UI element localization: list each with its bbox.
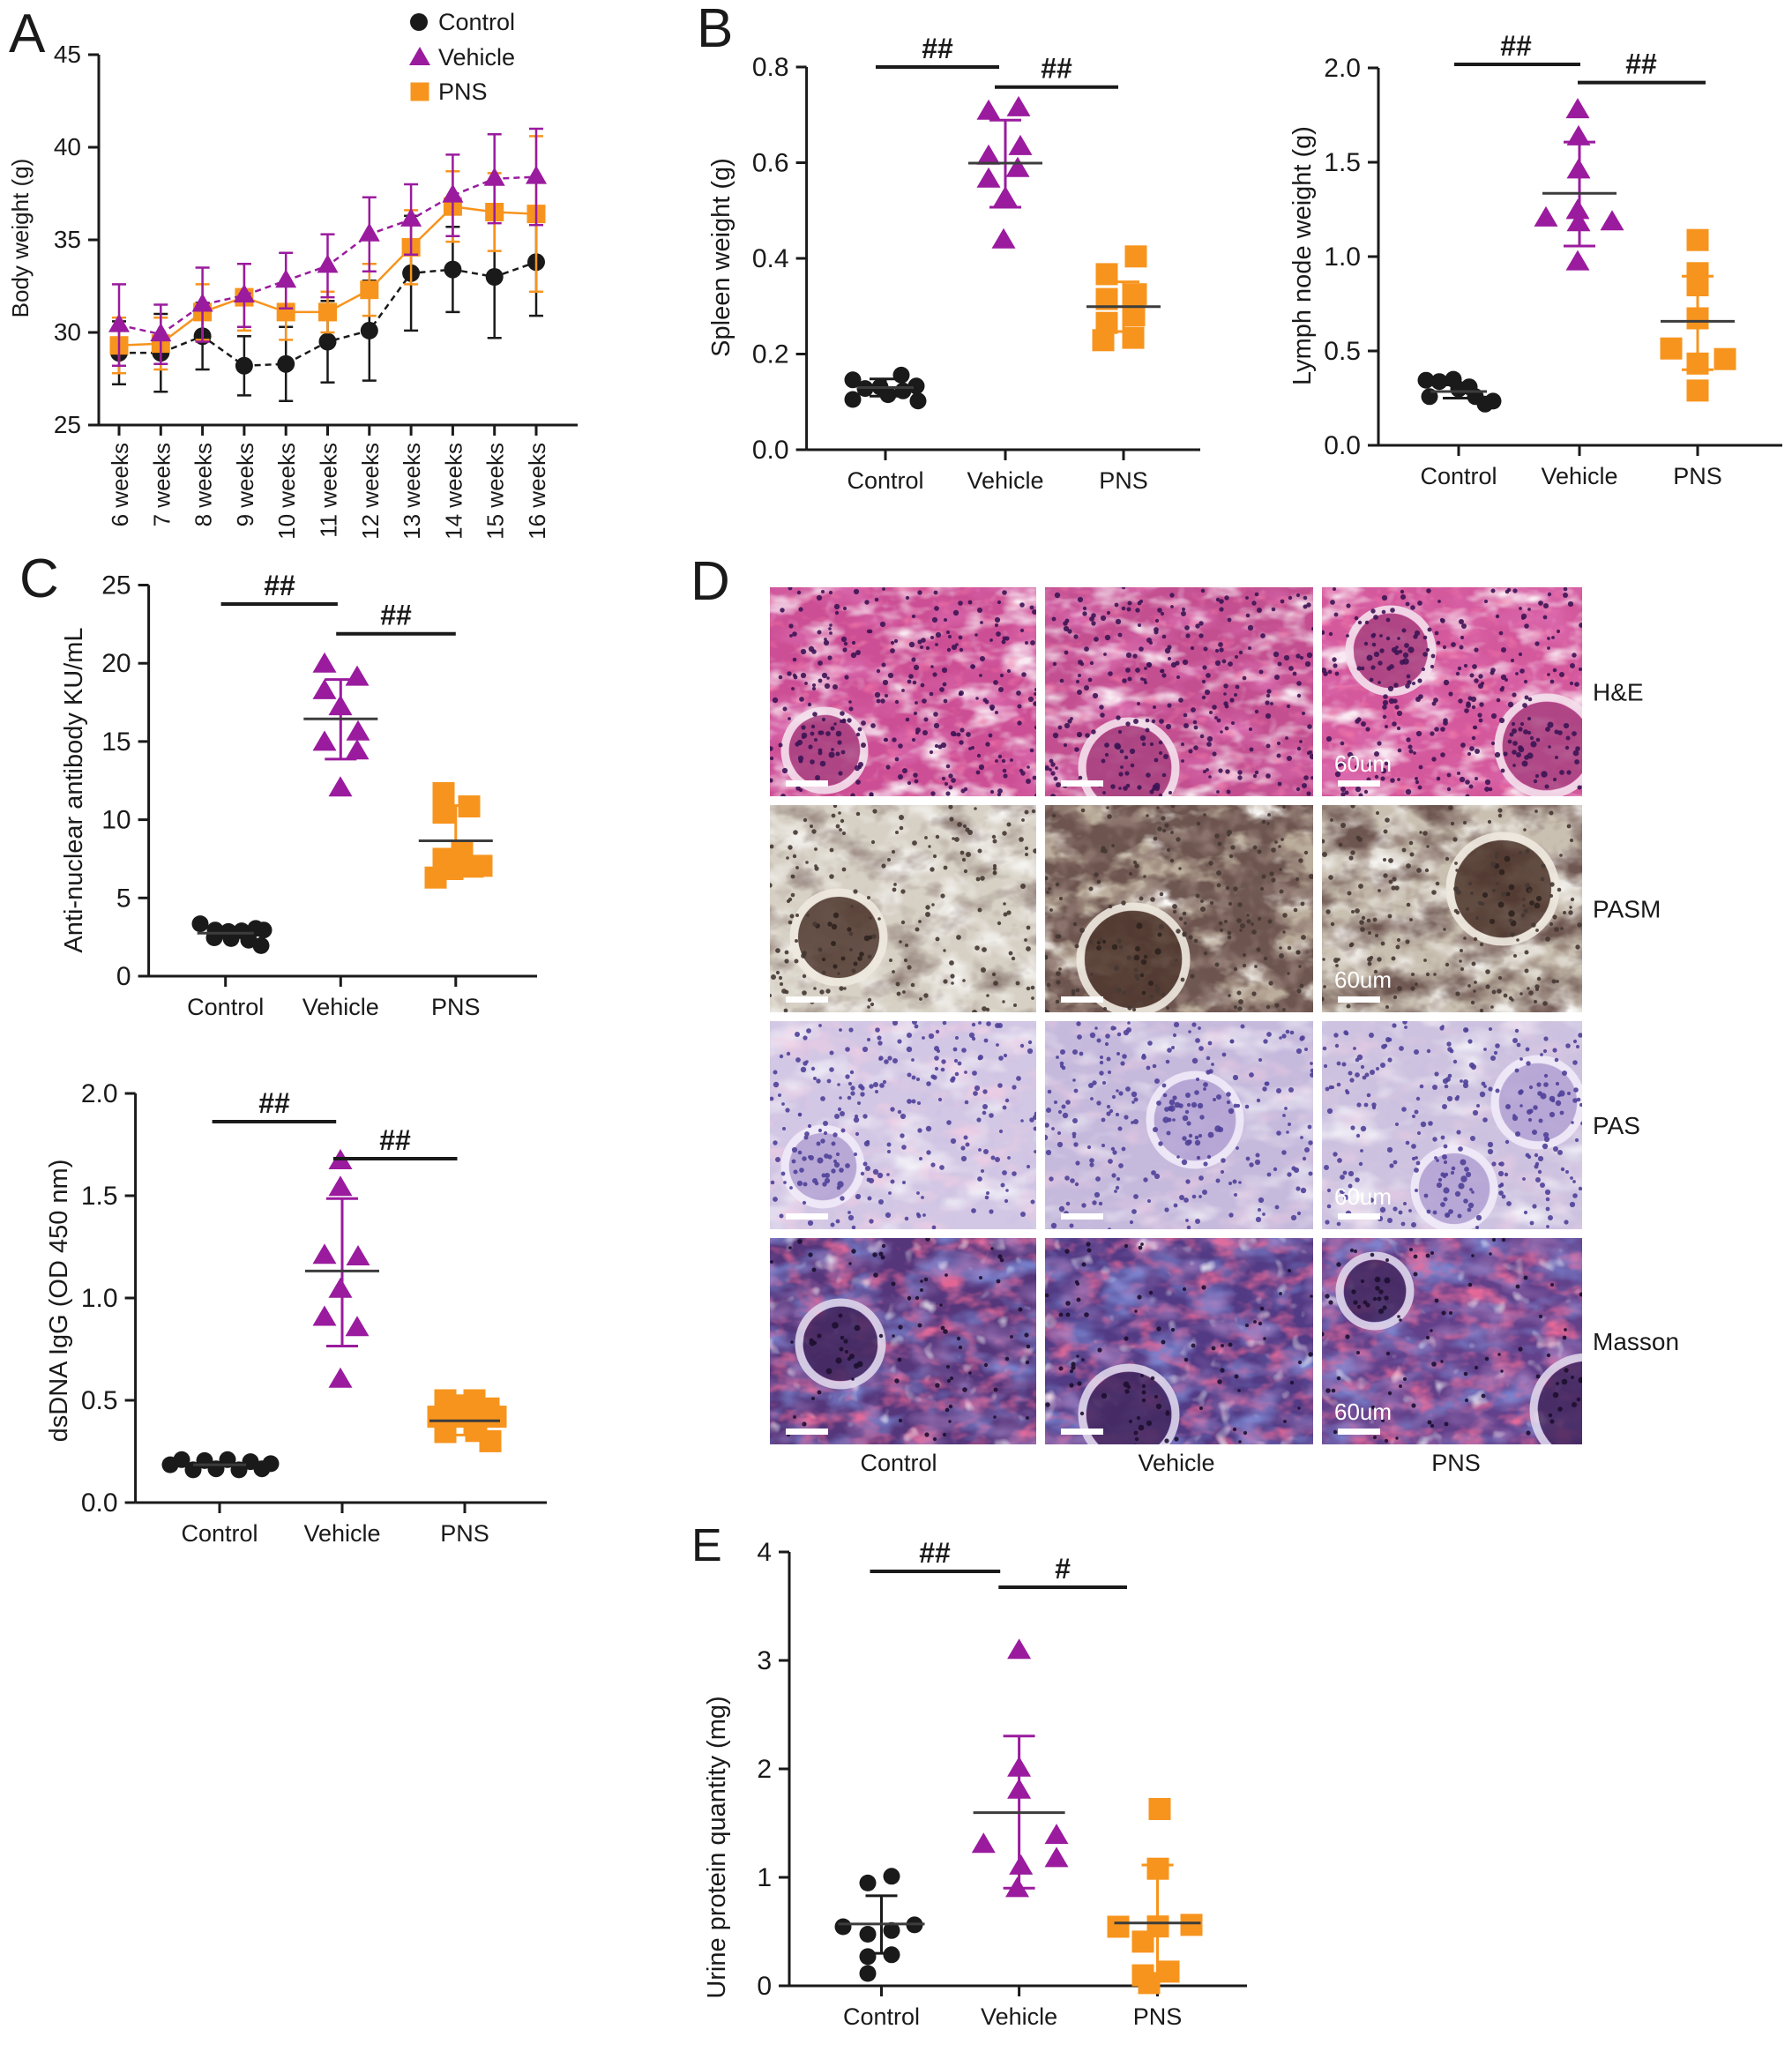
svg-text:1.0: 1.0 <box>1324 242 1361 272</box>
svg-text:3: 3 <box>757 1646 772 1675</box>
svg-text:8 weeks: 8 weeks <box>190 443 217 526</box>
svg-text:##: ## <box>380 600 412 631</box>
svg-text:30: 30 <box>54 318 81 346</box>
svg-text:E: E <box>691 1520 722 1571</box>
svg-text:0: 0 <box>116 962 131 991</box>
svg-text:##: ## <box>919 1537 951 1569</box>
svg-text:0.5: 0.5 <box>1324 337 1361 366</box>
svg-text:PNS: PNS <box>1673 463 1722 489</box>
svg-text:16 weeks: 16 weeks <box>524 443 550 540</box>
svg-text:Control: Control <box>843 2003 920 2030</box>
svg-text:6 weeks: 6 weeks <box>107 443 133 526</box>
svg-text:12 weeks: 12 weeks <box>357 443 384 540</box>
svg-text:60um: 60um <box>1334 1183 1392 1210</box>
svg-text:##: ## <box>922 33 953 64</box>
svg-text:35: 35 <box>54 226 81 253</box>
svg-text:0: 0 <box>757 1972 772 2001</box>
svg-text:20: 20 <box>101 649 131 678</box>
svg-text:4: 4 <box>757 1538 772 1567</box>
svg-text:Control: Control <box>1420 463 1497 489</box>
svg-text:0.4: 0.4 <box>752 244 789 273</box>
svg-text:PNS: PNS <box>1133 2003 1183 2030</box>
svg-text:Control: Control <box>187 994 264 1020</box>
svg-text:PAS: PAS <box>1593 1112 1640 1139</box>
svg-text:Vehicle: Vehicle <box>302 994 379 1020</box>
svg-text:D: D <box>691 551 730 612</box>
svg-text:Control: Control <box>847 467 923 494</box>
svg-text:B: B <box>697 0 733 59</box>
svg-text:1.5: 1.5 <box>81 1182 118 1211</box>
svg-text:##: ## <box>258 1087 290 1119</box>
svg-text:PNS: PNS <box>1431 1450 1481 1476</box>
svg-text:PASM: PASM <box>1593 896 1661 923</box>
svg-text:Anti-nuclear antibody KU/mL: Anti-nuclear antibody KU/mL <box>60 627 88 952</box>
svg-text:Vehicle: Vehicle <box>967 467 1043 494</box>
svg-text:1.0: 1.0 <box>81 1284 118 1313</box>
svg-text:9 weeks: 9 weeks <box>232 443 258 526</box>
svg-text:PNS: PNS <box>431 994 481 1020</box>
svg-text:14 weeks: 14 weeks <box>440 443 467 540</box>
svg-text:Control: Control <box>438 9 515 35</box>
svg-text:Body weight (g): Body weight (g) <box>7 159 34 318</box>
svg-text:##: ## <box>1625 48 1657 80</box>
svg-text:C: C <box>19 548 59 609</box>
svg-text:H&E: H&E <box>1593 679 1644 706</box>
svg-text:Urine protein quantity (mg): Urine protein quantity (mg) <box>703 1696 731 1998</box>
svg-text:2.0: 2.0 <box>81 1079 118 1108</box>
svg-text:0.2: 0.2 <box>752 340 789 369</box>
svg-text:Masson: Masson <box>1593 1328 1679 1355</box>
svg-text:A: A <box>9 4 46 64</box>
svg-text:1: 1 <box>757 1863 772 1892</box>
svg-text:0.0: 0.0 <box>81 1488 118 1518</box>
svg-text:1.5: 1.5 <box>1324 148 1361 177</box>
svg-text:5: 5 <box>116 884 131 913</box>
svg-text:Vehicle: Vehicle <box>438 44 515 71</box>
svg-text:PNS: PNS <box>440 1520 489 1547</box>
svg-text:Vehicle: Vehicle <box>1138 1450 1214 1476</box>
svg-text:Vehicle: Vehicle <box>1541 463 1617 489</box>
svg-text:60um: 60um <box>1334 750 1392 777</box>
svg-text:15 weeks: 15 weeks <box>482 443 509 540</box>
svg-text:0.0: 0.0 <box>752 436 789 465</box>
svg-text:0.5: 0.5 <box>81 1386 118 1415</box>
svg-text:10: 10 <box>101 806 131 835</box>
svg-text:7 weeks: 7 weeks <box>148 443 175 526</box>
svg-text:Vehicle: Vehicle <box>303 1520 380 1547</box>
svg-text:40: 40 <box>54 133 81 160</box>
svg-text:0.0: 0.0 <box>1324 431 1361 460</box>
svg-text:25: 25 <box>54 411 81 438</box>
svg-text:0.8: 0.8 <box>752 53 789 82</box>
svg-text:PNS: PNS <box>438 78 488 105</box>
svg-text:11 weeks: 11 weeks <box>316 443 342 538</box>
svg-text:Vehicle: Vehicle <box>981 2003 1057 2030</box>
svg-text:13 weeks: 13 weeks <box>399 443 425 540</box>
svg-text:60um: 60um <box>1334 966 1392 993</box>
svg-text:Spleen weight (g): Spleen weight (g) <box>707 158 735 357</box>
svg-text:60um: 60um <box>1334 1399 1392 1425</box>
svg-text:Control: Control <box>860 1450 937 1476</box>
svg-text:45: 45 <box>54 41 81 68</box>
svg-text:##: ## <box>264 570 295 601</box>
svg-text:#: # <box>1055 1553 1071 1585</box>
svg-text:25: 25 <box>101 571 131 601</box>
svg-text:Control: Control <box>181 1520 258 1547</box>
svg-text:dsDNA IgG (OD 450 nm): dsDNA IgG (OD 450 nm) <box>45 1160 73 1443</box>
svg-text:2: 2 <box>757 1755 772 1784</box>
svg-text:2.0: 2.0 <box>1324 54 1361 83</box>
svg-text:PNS: PNS <box>1099 467 1148 494</box>
svg-text:##: ## <box>1041 53 1072 85</box>
svg-text:15: 15 <box>101 727 131 757</box>
svg-text:0.6: 0.6 <box>752 149 789 178</box>
svg-text:##: ## <box>379 1124 411 1156</box>
svg-text:10 weeks: 10 weeks <box>273 443 300 540</box>
svg-text:Lymph node weight (g): Lymph node weight (g) <box>1288 126 1317 385</box>
svg-text:##: ## <box>1500 30 1532 62</box>
